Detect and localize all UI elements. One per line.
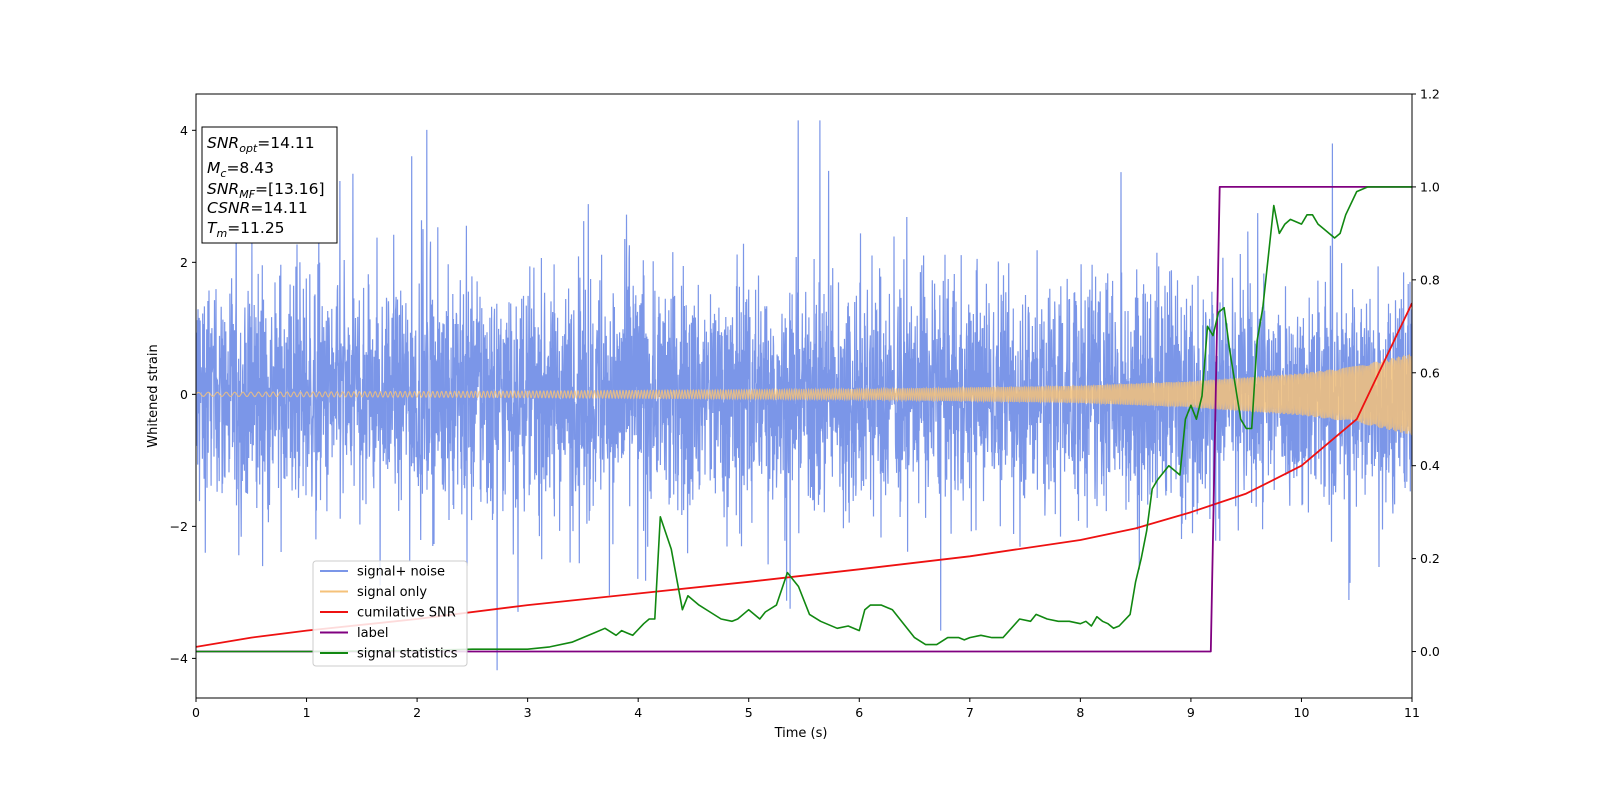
legend-entry: cumilative SNR — [357, 606, 456, 621]
y-axis-label-left: Whitened strain — [146, 344, 161, 447]
annotation-subscript: opt — [239, 142, 258, 155]
y-left-tick-label: 0 — [180, 387, 188, 402]
y-right-tick-label: 1.0 — [1420, 179, 1440, 194]
annotation-symbol: T — [207, 219, 218, 237]
y-right-tick-label: 0.8 — [1420, 272, 1440, 287]
annotation-symbol: SNR — [207, 180, 239, 198]
annotation-symbol: SNR — [207, 134, 239, 152]
y-left-tick-label: −2 — [170, 519, 188, 534]
legend-entry: signal only — [357, 585, 427, 600]
annotation-value: =8.43 — [226, 159, 274, 177]
annotation-line: Tm=11.25 — [207, 219, 285, 240]
plot-frame — [195, 93, 1413, 699]
x-tick-label: 6 — [855, 705, 863, 720]
y-right-tick-label: 0.2 — [1420, 551, 1440, 566]
y-right-tick-label: 0.4 — [1420, 458, 1440, 473]
y-right-tick-label: 1.2 — [1420, 87, 1440, 102]
x-tick-label: 2 — [413, 705, 421, 720]
x-tick-label: 7 — [966, 705, 974, 720]
annotation-box: SNRopt=14.11Mc=8.43SNRMF=[13.16]CSNR=14.… — [201, 126, 338, 244]
annotation-subscript: c — [220, 167, 226, 180]
series-signal-noise — [196, 120, 1412, 671]
annotation-value: =14.11 — [250, 199, 307, 217]
x-tick-label: 1 — [303, 705, 311, 720]
legend-frame — [312, 560, 468, 667]
x-tick-label: 4 — [634, 705, 642, 720]
axes: 0 1 2 3 4 5 6 7 8 9 10 11 −4 −2 0 2 4 0.0 0.2 0.4 0.6 0.8 1.0 1… — [170, 87, 1440, 721]
y-right-tick-label: 0.6 — [1420, 365, 1440, 380]
annotation-frame — [201, 126, 338, 244]
annotation-value: =[13.16] — [255, 180, 324, 198]
x-tick-label: 3 — [524, 705, 532, 720]
annotation-subscript: MF — [239, 188, 255, 201]
legend: signal+ noise signal only cumilative SNR la… — [312, 560, 468, 667]
series-signal-only — [196, 354, 1412, 436]
annotation-line: SNRopt=14.11 — [207, 134, 315, 155]
annotation-line: SNRMF=[13.16] — [207, 180, 325, 201]
y-left-tick-label: 2 — [180, 255, 188, 270]
y-left-tick-label: 4 — [180, 123, 188, 138]
annotation-subscript: m — [216, 227, 227, 240]
legend-entry: signal statistics — [357, 647, 458, 662]
x-tick-label: 9 — [1187, 705, 1195, 720]
annotation-value: =14.11 — [257, 134, 314, 152]
annotation-symbol: M — [207, 159, 220, 177]
annotation-value: =11.25 — [227, 219, 284, 237]
annotation-symbol: CSNR — [207, 199, 250, 217]
x-tick-label: 10 — [1294, 705, 1310, 720]
x-tick-label: 11 — [1404, 705, 1420, 720]
annotation-line: CSNR=14.11 — [207, 199, 308, 217]
x-tick-label: 0 — [192, 705, 200, 720]
y-left-tick-label: −4 — [170, 651, 188, 666]
y-right-tick-label: 0.0 — [1420, 644, 1440, 659]
x-axis-label: Time (s) — [774, 726, 828, 741]
x-tick-label: 5 — [745, 705, 753, 720]
series-signal-statistics — [196, 186, 1412, 653]
legend-entry: label — [357, 626, 388, 641]
annotation-line: Mc=8.43 — [207, 159, 274, 180]
series-label — [196, 186, 1412, 653]
x-tick-label: 8 — [1076, 705, 1084, 720]
legend-entry: signal+ noise — [357, 565, 445, 580]
